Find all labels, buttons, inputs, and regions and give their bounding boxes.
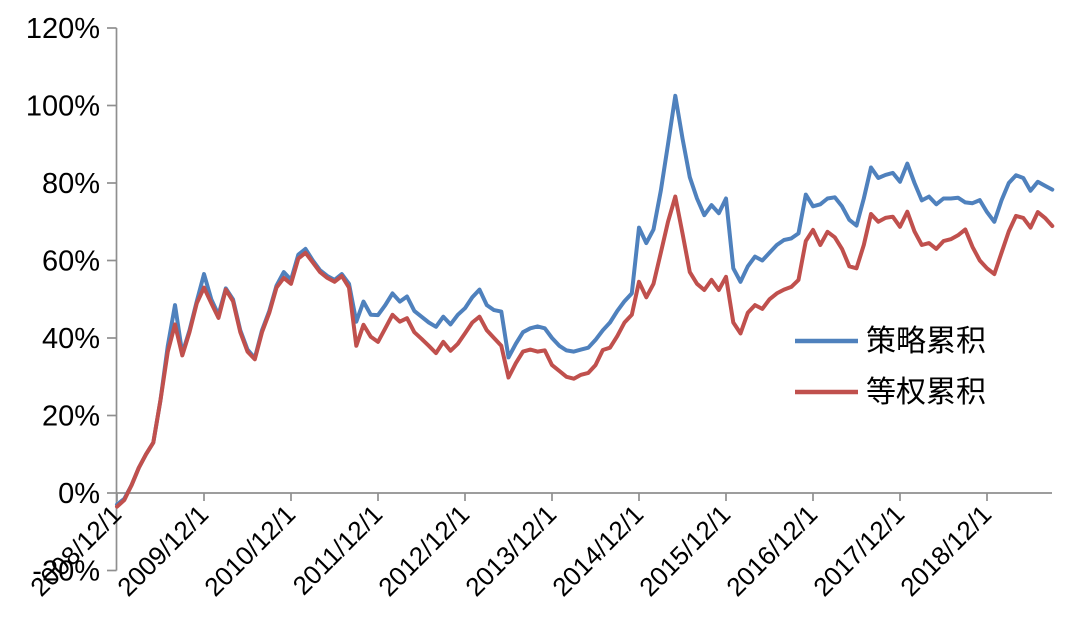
y-tick-label: 80% — [42, 168, 100, 200]
y-tick-label: 0% — [58, 478, 100, 510]
x-tick-label: 2014/12/1 — [546, 499, 649, 602]
x-tick-label: 2011/12/1 — [287, 499, 389, 601]
x-tick-label: 2018/12/1 — [894, 499, 997, 602]
y-tick-label: 40% — [42, 323, 100, 355]
x-tick-label: 2015/12/1 — [633, 499, 736, 602]
y-tick-label: -20% — [32, 556, 100, 588]
y-tick-label: 60% — [42, 246, 100, 278]
y-tick-label: 120% — [26, 13, 100, 45]
x-tick-label: 2013/12/1 — [459, 499, 562, 602]
x-tick-label: 2016/12/1 — [720, 499, 823, 602]
y-tick-label: 20% — [42, 401, 100, 433]
legend-label-equal-weight: 等权累积 — [866, 376, 986, 409]
x-tick-label: 2017/12/1 — [807, 499, 910, 602]
x-tick-label: 2010/12/1 — [198, 499, 301, 602]
y-tick-label: 100% — [26, 91, 100, 123]
x-tick-label: 2009/12/1 — [111, 499, 214, 602]
x-tick-label: 2012/12/1 — [372, 499, 475, 602]
series-line-equal-weight-cumulative — [115, 194, 1055, 509]
series-line-strategy-cumulative — [115, 93, 1055, 507]
legend-label-strategy: 策略累积 — [866, 325, 986, 358]
